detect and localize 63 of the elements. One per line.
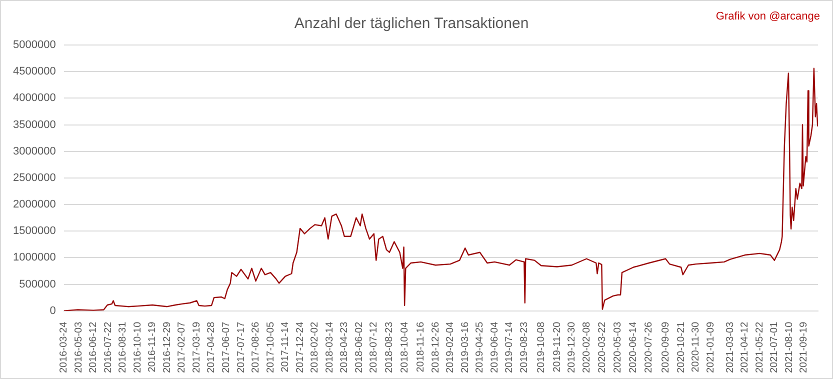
x-tick-label: 2017-04-28 <box>206 321 218 374</box>
x-tick-label: 2018-06-02 <box>354 321 365 374</box>
x-tick-label: 2017-08-26 <box>250 321 262 374</box>
x-tick-label: 2017-11-14 <box>280 321 292 372</box>
x-tick-label: 2017-02-07 <box>176 321 188 374</box>
x-tick-label: 2020-09-09 <box>660 321 672 374</box>
x-tick-label: 2018-08-23 <box>384 321 396 374</box>
x-tick-label: 2020-03-22 <box>597 321 608 374</box>
y-tick-label: 0 <box>50 304 56 317</box>
x-tick-label: 2019-12-30 <box>566 321 578 374</box>
x-tick-label: 2021-04-12 <box>740 321 751 374</box>
x-tick-label: 2017-10-05 <box>265 321 276 374</box>
x-tick-label: 2017-12-24 <box>294 321 306 374</box>
y-tick-label: 2500000 <box>12 172 56 184</box>
x-tick-label: 2016-03-24 <box>58 321 70 374</box>
x-tick-label: 2019-02-04 <box>445 321 456 374</box>
x-tick-label: 2020-05-03 <box>612 321 624 374</box>
x-tick-label: 2020-02-08 <box>581 321 592 374</box>
x-tick-label: 2019-06-04 <box>489 321 500 374</box>
text: Grafik von @arcange <box>716 10 820 23</box>
x-tick-label: 2020-10-21 <box>676 321 687 374</box>
x-tick-label: 2016-12-29 <box>162 321 173 374</box>
x-tick-label: 2020-11-30 <box>690 321 702 372</box>
x-tick-label: 2016-08-31 <box>118 321 129 374</box>
x-tick-label: 2018-07-12 <box>368 321 380 374</box>
y-tick-label: 500000 <box>19 278 56 290</box>
y-tick-label: 5000000 <box>12 39 56 52</box>
y-tick-label: 1500000 <box>12 225 56 238</box>
x-tick-label: 2016-05-03 <box>73 321 84 374</box>
x-tick-label: 2018-11-16 <box>416 321 427 372</box>
y-tick-label: 1000000 <box>12 252 56 264</box>
x-tick-label: 2017-06-07 <box>221 321 232 374</box>
x-tick-label: 2017-07-17 <box>236 321 247 374</box>
y-tick-label: 4000000 <box>12 92 56 104</box>
x-tick-label: 2018-10-04 <box>400 321 411 374</box>
x-tick-label: 2018-02-02 <box>310 321 321 374</box>
x-tick-label: 2018-04-23 <box>339 321 350 374</box>
x-tick-label: 2016-10-10 <box>132 321 144 374</box>
x-tick-label: 2019-08-23 <box>518 321 530 374</box>
x-tick-label: 2019-11-20 <box>552 321 563 372</box>
y-tick-label: 2000000 <box>12 198 56 211</box>
x-tick-label: 2021-05-22 <box>754 321 766 374</box>
x-tick-label: 2020-06-14 <box>628 321 640 374</box>
y-tick-label: 4500000 <box>12 66 56 78</box>
x-tick-label: 2018-12-26 <box>430 321 442 374</box>
x-tick-label: 2021-07-01 <box>769 321 780 374</box>
x-tick-label: 2019-07-14 <box>504 321 516 374</box>
x-tick-label: 2021-03-03 <box>724 321 736 374</box>
x-tick-label: 2020-07-26 <box>644 321 655 374</box>
x-tick-label: 2017-03-19 <box>191 321 202 374</box>
y-tick-label: 3000000 <box>12 145 56 158</box>
y-tick-label: 3500000 <box>12 118 56 131</box>
x-tick-label: 2021-01-09 <box>705 321 716 374</box>
x-tick-label: 2016-07-22 <box>102 321 114 374</box>
x-tick-label: 2019-04-25 <box>474 321 486 374</box>
x-tick-label: 2018-03-14 <box>324 321 336 374</box>
x-tick-label: 2019-03-16 <box>460 321 471 374</box>
x-tick-label: 2021-09-19 <box>798 321 810 374</box>
chart-title: Anzahl der täglichen Transaktionen <box>294 15 529 32</box>
x-tick-label: 2016-11-19 <box>147 321 158 372</box>
x-tick-label: 2016-06-12 <box>88 321 100 374</box>
x-tick-label: 2021-08-10 <box>784 321 795 374</box>
x-tick-label: 2019-10-08 <box>536 321 547 374</box>
